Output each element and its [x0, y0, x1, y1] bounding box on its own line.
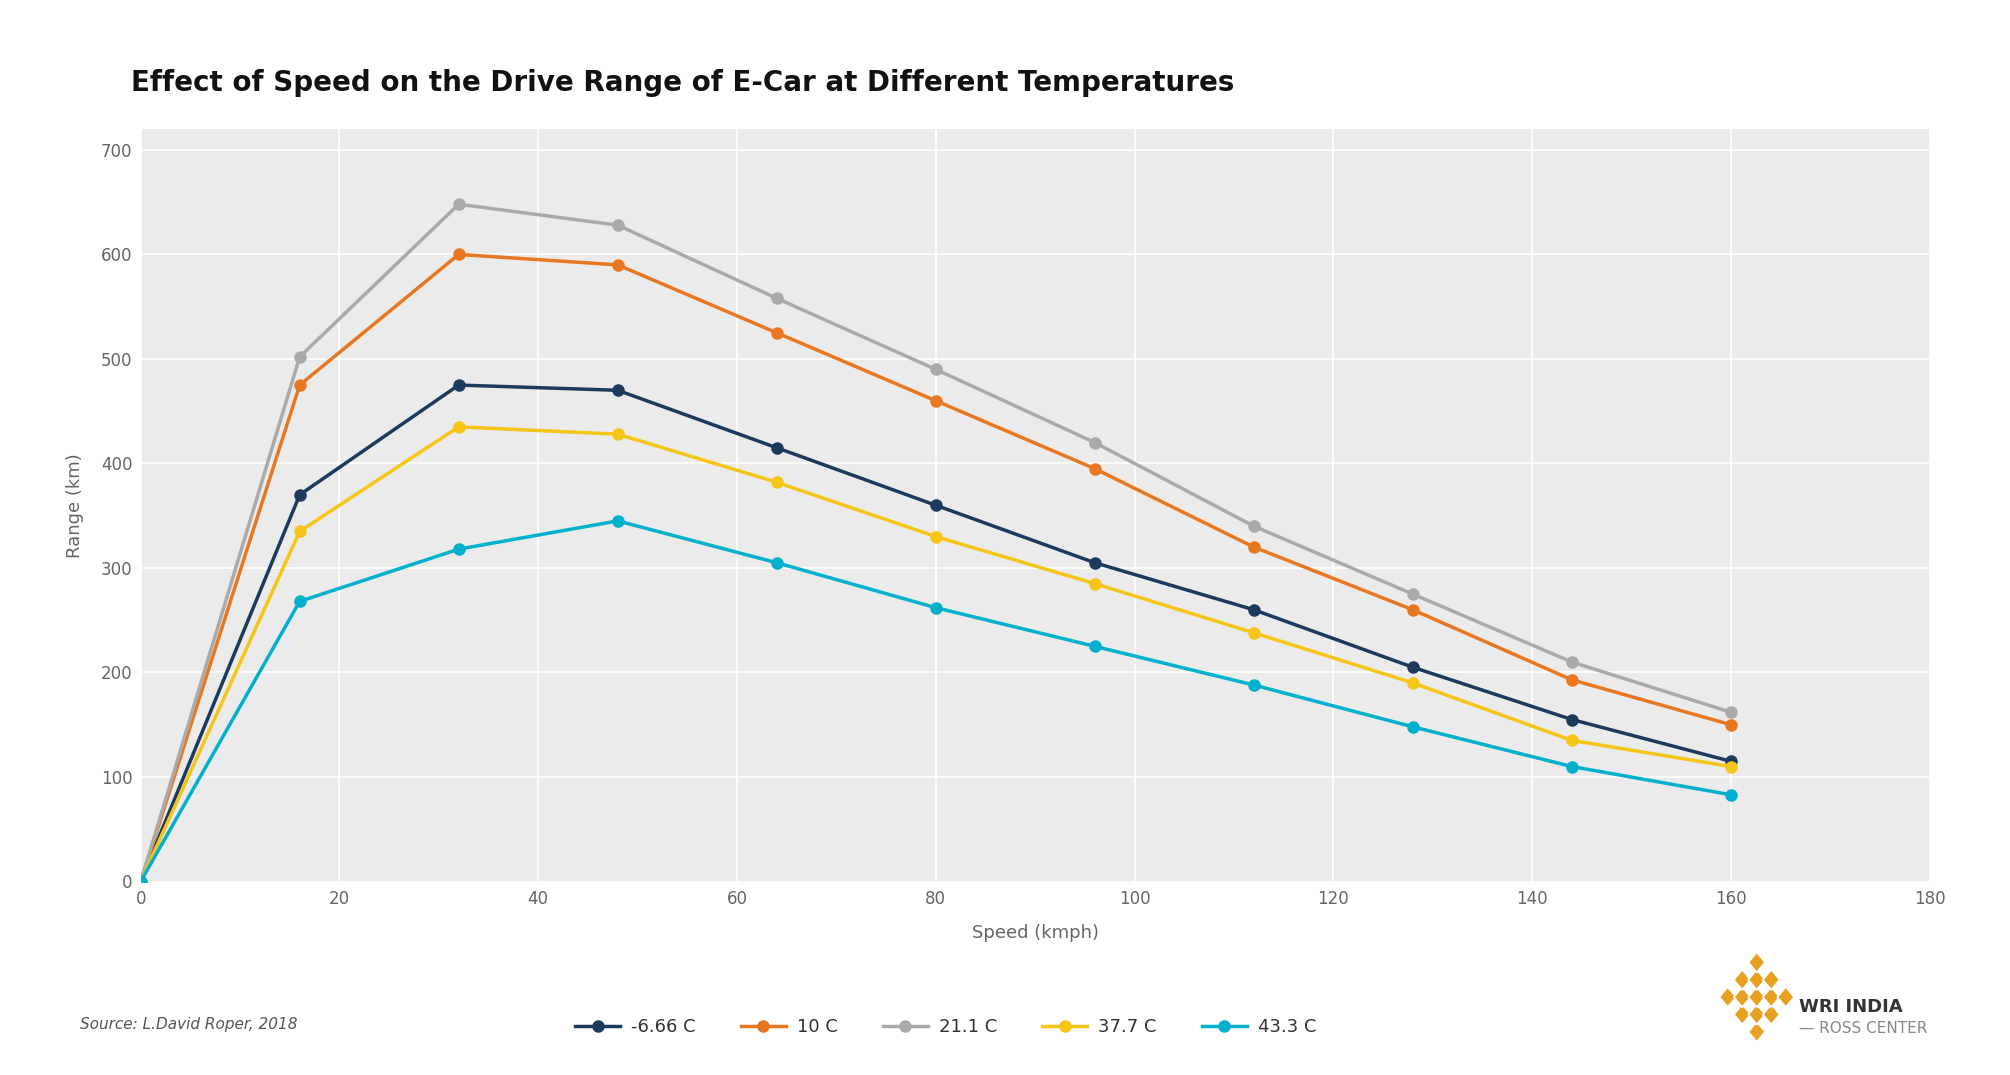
- 37.7 C: [1242, 627, 1266, 640]
- Line: -6.66 C: -6.66 C: [135, 379, 1737, 887]
- Polygon shape: [1763, 1004, 1779, 1024]
- Y-axis label: Range (km): Range (km): [66, 453, 84, 558]
- Polygon shape: [1763, 987, 1779, 1007]
- -6.66 C: [1719, 755, 1743, 768]
- 10 C: [1560, 673, 1584, 686]
- 21.1 C: [1401, 588, 1425, 601]
- -6.66 C: [605, 384, 629, 397]
- -6.66 C: [1560, 713, 1584, 726]
- 43.3 C: [1719, 788, 1743, 801]
- 37.7 C: [1719, 760, 1743, 773]
- 37.7 C: [129, 875, 153, 888]
- Legend: -6.66 C, 10 C, 21.1 C, 37.7 C, 43.3 C: -6.66 C, 10 C, 21.1 C, 37.7 C, 43.3 C: [569, 1010, 1323, 1044]
- 43.3 C: [1083, 640, 1108, 653]
- Text: WRI INDIA: WRI INDIA: [1799, 998, 1903, 1016]
- 43.3 C: [1560, 760, 1584, 773]
- Polygon shape: [1719, 987, 1737, 1007]
- Text: Source: L.David Roper, 2018: Source: L.David Roper, 2018: [80, 1017, 297, 1032]
- 10 C: [1242, 541, 1266, 554]
- 37.7 C: [287, 525, 312, 538]
- Line: 43.3 C: 43.3 C: [135, 515, 1737, 887]
- 10 C: [446, 248, 470, 261]
- 37.7 C: [1560, 734, 1584, 747]
- Line: 37.7 C: 37.7 C: [135, 421, 1737, 887]
- 43.3 C: [287, 594, 312, 607]
- 43.3 C: [925, 601, 949, 614]
- 10 C: [1719, 718, 1743, 731]
- 21.1 C: [287, 350, 312, 363]
- 43.3 C: [1242, 678, 1266, 691]
- 21.1 C: [129, 875, 153, 888]
- Polygon shape: [1749, 1021, 1765, 1042]
- 37.7 C: [925, 530, 949, 543]
- 21.1 C: [1560, 656, 1584, 669]
- 43.3 C: [446, 543, 470, 556]
- Polygon shape: [1735, 1004, 1751, 1024]
- 10 C: [1401, 603, 1425, 616]
- 21.1 C: [1242, 519, 1266, 532]
- 43.3 C: [764, 556, 788, 569]
- Polygon shape: [1763, 970, 1779, 990]
- 37.7 C: [605, 428, 629, 441]
- 10 C: [287, 378, 312, 391]
- 10 C: [764, 327, 788, 340]
- Polygon shape: [1749, 952, 1765, 973]
- 37.7 C: [1083, 577, 1108, 590]
- X-axis label: Speed (kmph): Speed (kmph): [971, 924, 1099, 943]
- Polygon shape: [1749, 987, 1765, 1007]
- -6.66 C: [1083, 556, 1108, 569]
- Polygon shape: [1749, 1004, 1765, 1024]
- -6.66 C: [1242, 603, 1266, 616]
- 10 C: [925, 395, 949, 407]
- 21.1 C: [925, 363, 949, 376]
- 43.3 C: [129, 875, 153, 888]
- 43.3 C: [605, 515, 629, 528]
- -6.66 C: [287, 488, 312, 501]
- -6.66 C: [764, 442, 788, 455]
- 43.3 C: [1401, 720, 1425, 733]
- 37.7 C: [764, 476, 788, 489]
- Polygon shape: [1735, 970, 1751, 990]
- Polygon shape: [1749, 970, 1765, 990]
- Text: — ROSS CENTER: — ROSS CENTER: [1799, 1021, 1928, 1036]
- 37.7 C: [1401, 676, 1425, 689]
- Text: Effect of Speed on the Drive Range of E-Car at Different Temperatures: Effect of Speed on the Drive Range of E-…: [131, 69, 1234, 97]
- 21.1 C: [605, 218, 629, 231]
- 21.1 C: [446, 198, 470, 211]
- 10 C: [605, 258, 629, 271]
- Line: 21.1 C: 21.1 C: [135, 199, 1737, 887]
- -6.66 C: [446, 378, 470, 391]
- -6.66 C: [129, 875, 153, 888]
- Polygon shape: [1735, 987, 1751, 1007]
- 37.7 C: [446, 420, 470, 433]
- Polygon shape: [1777, 987, 1795, 1007]
- 21.1 C: [1719, 705, 1743, 718]
- -6.66 C: [1401, 661, 1425, 674]
- 10 C: [129, 875, 153, 888]
- 10 C: [1083, 462, 1108, 475]
- 21.1 C: [764, 291, 788, 305]
- Line: 10 C: 10 C: [135, 248, 1737, 887]
- -6.66 C: [925, 499, 949, 512]
- 21.1 C: [1083, 436, 1108, 449]
